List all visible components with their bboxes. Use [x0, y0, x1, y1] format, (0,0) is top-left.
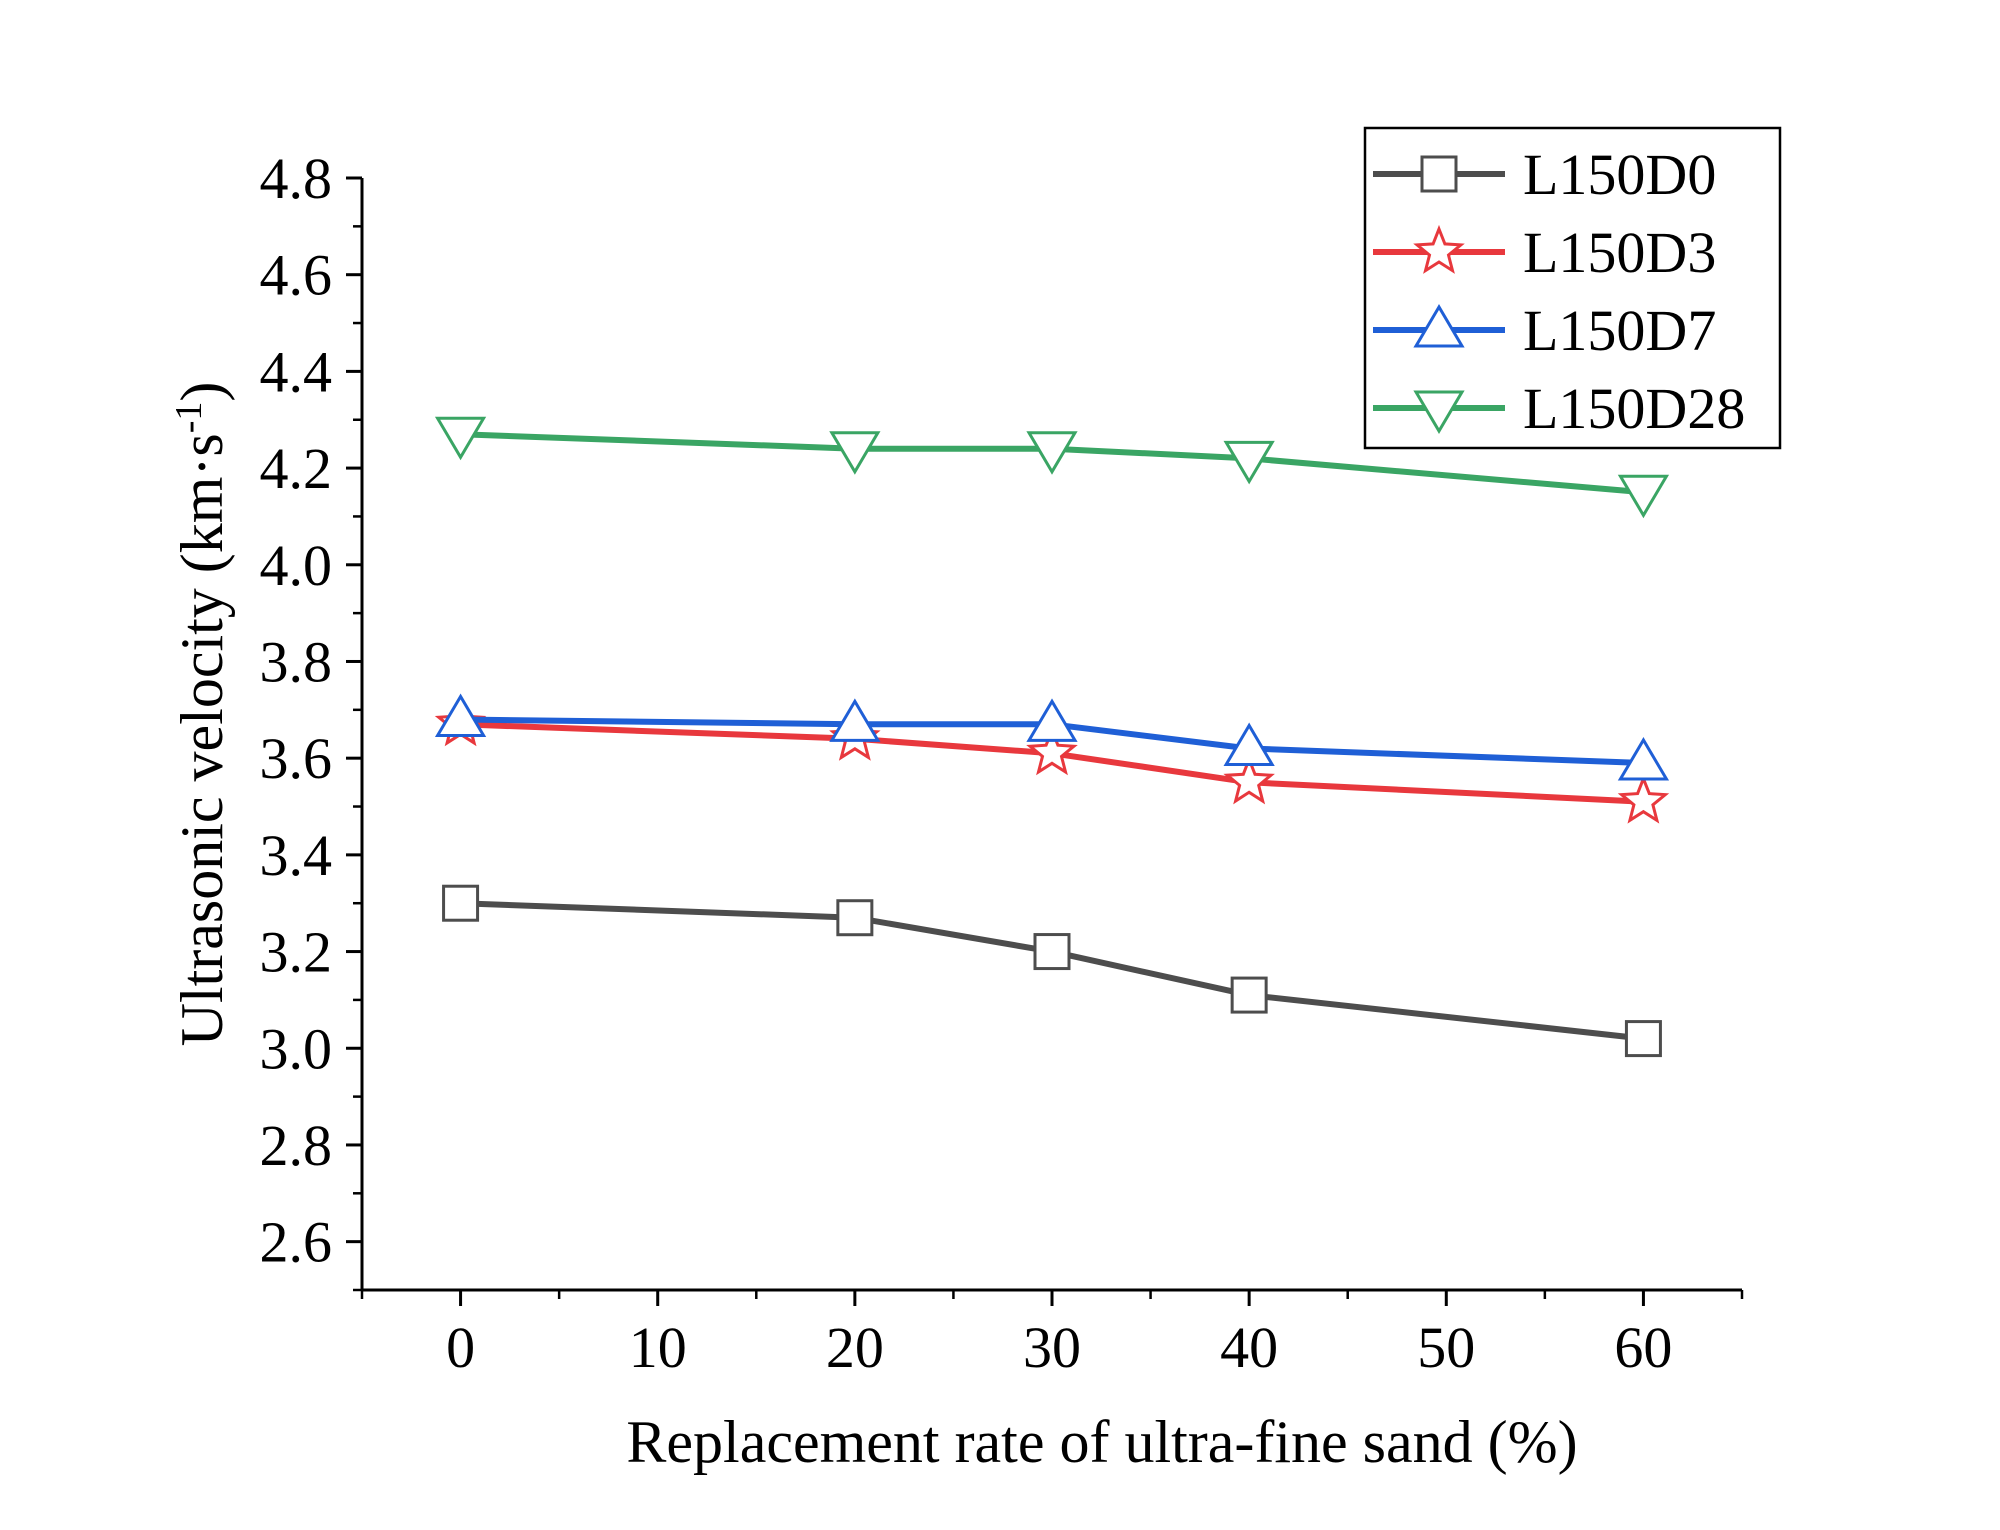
y-axis-title-superscript: -1: [168, 402, 210, 434]
legend-marker: [1413, 224, 1465, 274]
legend-label: L150D28: [1523, 376, 1745, 441]
y-tick-label: 2.6: [260, 1210, 333, 1275]
legend-entry-L150D3: L150D3: [1373, 220, 1716, 285]
x-tick-label: 10: [629, 1315, 687, 1380]
data-point-L150D3: [1617, 774, 1670, 824]
y-tick-label: 4.0: [260, 533, 333, 598]
legend-label: L150D0: [1523, 142, 1716, 207]
data-point-L150D0: [1624, 1020, 1662, 1058]
x-tick-label: 0: [446, 1315, 475, 1380]
data-point-L150D0: [836, 899, 874, 937]
data-point-L150D7: [1617, 737, 1670, 781]
x-axis-title: Replacement rate of ultra-fine sand (%): [626, 1409, 1577, 1475]
legend-entry-L150D28: L150D28: [1373, 376, 1745, 441]
data-point-L150D28: [434, 416, 487, 461]
y-tick-label: 4.8: [260, 146, 333, 211]
legend-marker: [1413, 390, 1465, 434]
legend-marker: [1420, 155, 1458, 193]
series-line-L150D0: [460, 900, 1644, 1042]
y-tick-label: 4.4: [260, 339, 333, 404]
legend-label: L150D7: [1523, 298, 1716, 363]
legend: L150D0 L150D3 L150D7 L150D28: [1363, 126, 1782, 450]
series-layer: [434, 416, 1670, 1058]
data-point-L150D7: [829, 698, 881, 742]
series-L150D7: [434, 693, 1670, 781]
axes: 2.6 2.8 3.0 3.2 3.4 3.6 3.8 4.0 4.2 4.4 4.6 4.8 0 10 2…: [260, 146, 1744, 1380]
x-tick-label: 50: [1417, 1315, 1475, 1380]
y-axis-title-close: ): [169, 382, 235, 402]
y-tick-label: 4.2: [260, 436, 333, 501]
y-tick-label: 3.8: [260, 629, 333, 694]
data-point-L150D0: [1033, 933, 1071, 971]
data-point-L150D7: [1223, 722, 1275, 767]
legend-entry-L150D0: L150D0: [1373, 142, 1716, 207]
data-point-L150D28: [1617, 474, 1670, 519]
y-tick-label: 3.4: [260, 823, 333, 888]
legend-marker: [1413, 304, 1465, 348]
data-point-L150D7: [1026, 698, 1078, 742]
data-point-L150D28: [829, 431, 881, 475]
series-L150D0: [442, 884, 1662, 1058]
data-point-L150D0: [1230, 976, 1268, 1014]
y-tick-label: 3.0: [260, 1016, 333, 1081]
data-point-L150D3: [1223, 755, 1275, 805]
y-tick-label: 3.6: [260, 726, 333, 791]
data-point-L150D0: [442, 884, 480, 922]
y-tick-label: 3.2: [260, 920, 333, 985]
legend-entry-L150D7: L150D7: [1373, 298, 1716, 363]
legend-label: L150D3: [1523, 220, 1716, 285]
series-L150D28: [434, 416, 1670, 519]
y-tick-label: 4.6: [260, 243, 333, 308]
data-point-L150D3: [1026, 726, 1078, 776]
x-tick-label: 40: [1220, 1315, 1278, 1380]
y-axis-title-main: Ultrasonic velocity (km·s: [169, 433, 235, 1046]
x-tick-label: 20: [826, 1315, 884, 1380]
y-axis-title: Ultrasonic velocity (km·s-1): [168, 382, 235, 1047]
data-point-L150D7: [434, 693, 487, 737]
x-tick-label: 30: [1023, 1315, 1081, 1380]
data-point-L150D28: [1223, 440, 1275, 485]
y-tick-label: 2.8: [260, 1113, 333, 1178]
data-point-L150D28: [1026, 431, 1078, 475]
x-tick-label: 60: [1614, 1315, 1672, 1380]
